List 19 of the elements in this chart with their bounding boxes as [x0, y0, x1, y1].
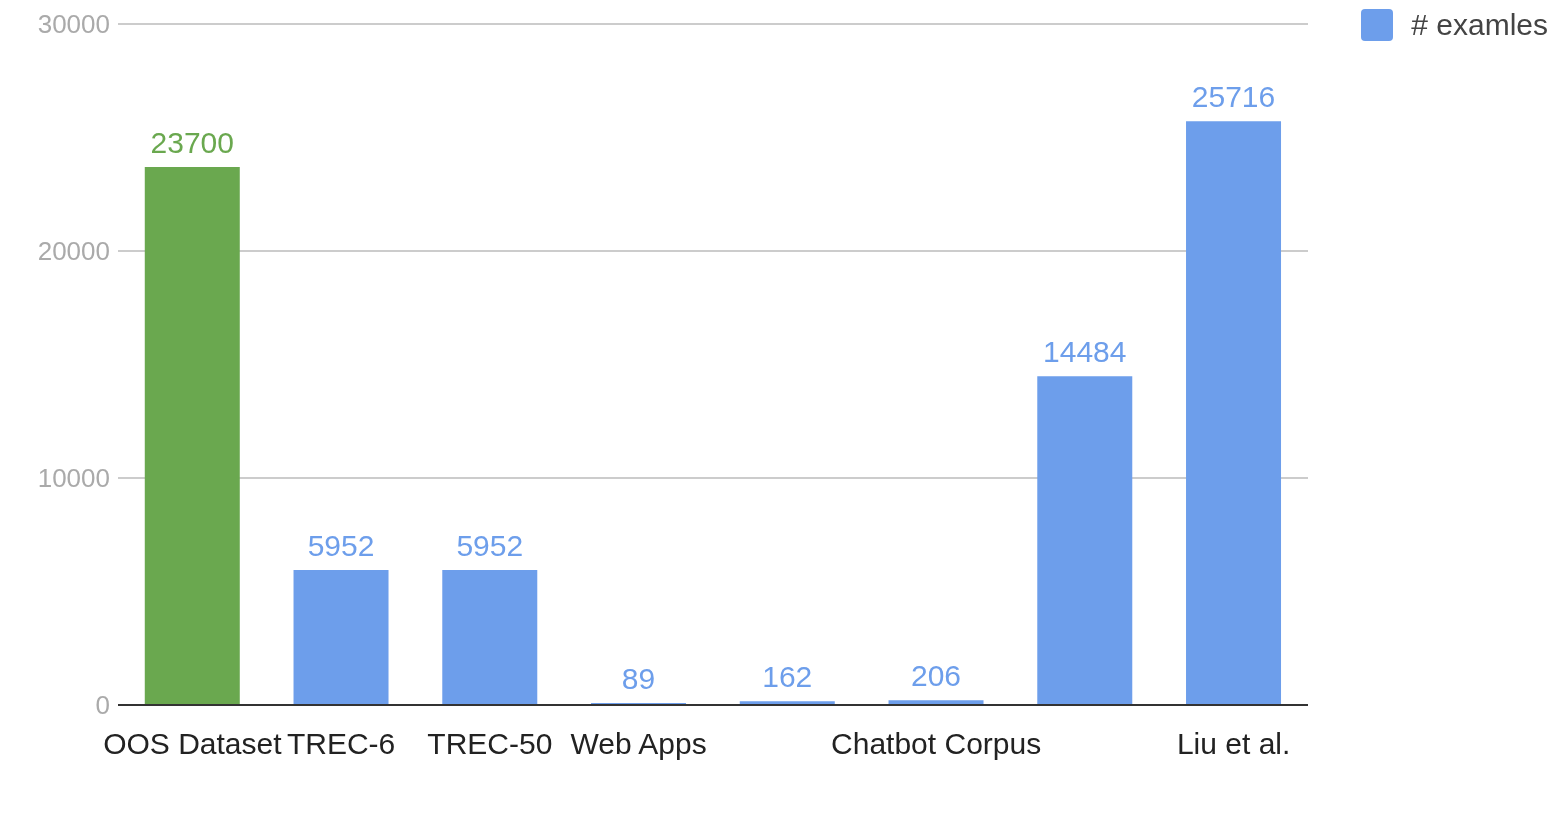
data-label: 206	[910, 659, 962, 693]
data-label: 89	[621, 661, 656, 695]
data-label: 25716	[1191, 80, 1276, 114]
y-tick-label: 10000	[37, 463, 110, 494]
x-tick-label: OOS Dataset	[103, 727, 283, 761]
data-label: 5952	[307, 528, 375, 562]
x-tick-label: Chatbot Corpus	[831, 727, 1042, 761]
x-tick-label: TREC-50	[427, 727, 553, 761]
x-tick-label: Web Apps	[570, 727, 707, 761]
x-tick-label: TREC-6	[286, 727, 396, 761]
data-label: 14484	[1043, 335, 1127, 369]
data-label: 23700	[150, 126, 234, 160]
data-label: 162	[762, 660, 813, 694]
y-tick-label: 20000	[37, 236, 110, 267]
y-tick-label: 0	[95, 690, 110, 721]
x-tick-label: Liu et al.	[1176, 727, 1291, 761]
data-label: 5952	[456, 528, 524, 562]
y-tick-label: 30000	[37, 9, 110, 40]
legend-label: # examles	[1411, 8, 1548, 42]
